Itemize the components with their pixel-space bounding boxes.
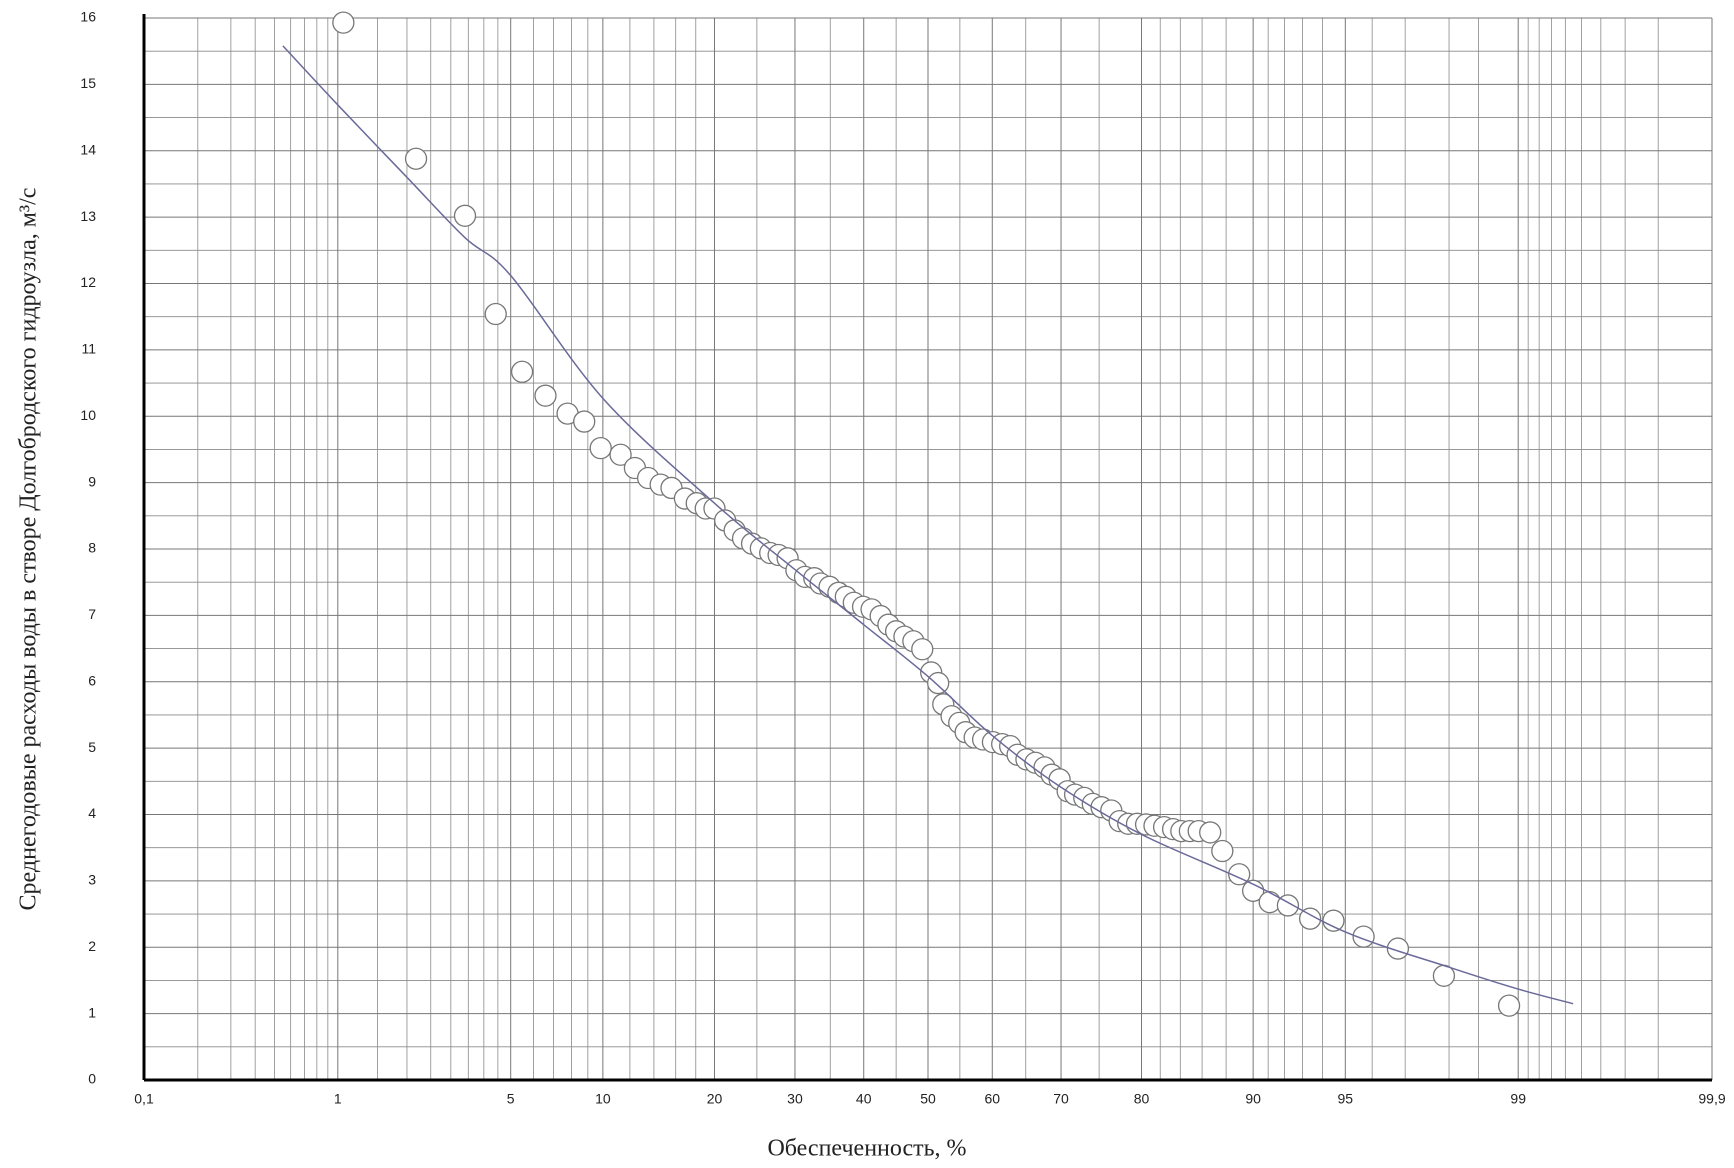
y-tick-label: 2 xyxy=(88,938,96,954)
y-axis-title: Среднегодовые расходы воды в створе Долг… xyxy=(16,188,42,911)
data-point xyxy=(453,204,477,227)
y-tick-label: 6 xyxy=(88,672,96,688)
y-tick-label: 1 xyxy=(88,1004,96,1020)
data-point xyxy=(484,302,507,326)
x-tick-label: 90 xyxy=(1245,1091,1261,1107)
x-tick-label: 95 xyxy=(1338,1091,1354,1107)
y-tick-label: 3 xyxy=(88,872,96,888)
y-tick-label: 13 xyxy=(80,208,96,224)
data-point xyxy=(510,360,534,383)
data-point xyxy=(927,671,950,695)
fit-curve xyxy=(282,45,1574,1005)
data-point xyxy=(1497,994,1521,1017)
y-tick-label: 7 xyxy=(88,606,96,622)
data-point xyxy=(1258,890,1281,914)
x-tick-label: 80 xyxy=(1134,1091,1150,1107)
y-tick-label: 16 xyxy=(80,9,96,25)
data-point xyxy=(911,638,934,661)
x-tick-label: 30 xyxy=(787,1091,803,1107)
x-tick-label: 1 xyxy=(334,1091,342,1107)
x-tick-label: 99 xyxy=(1510,1091,1526,1107)
data-point xyxy=(404,147,428,170)
y-tick-label: 11 xyxy=(81,341,96,357)
y-tick-label: 8 xyxy=(88,540,96,556)
data-point xyxy=(1211,839,1234,863)
data-point xyxy=(1352,925,1375,948)
y-tick-label: 15 xyxy=(80,75,96,91)
data-point xyxy=(534,384,557,407)
x-tick-label: 50 xyxy=(920,1091,936,1107)
x-tick-label: 99,9 xyxy=(1698,1091,1725,1107)
x-tick-label: 0,1 xyxy=(134,1091,154,1107)
x-tick-label: 5 xyxy=(507,1091,515,1107)
y-tick-label: 9 xyxy=(88,473,96,489)
data-point xyxy=(332,11,355,34)
data-point xyxy=(1322,909,1345,932)
y-tick-label: 10 xyxy=(80,407,96,423)
data-point xyxy=(1241,879,1265,902)
x-tick-label: 10 xyxy=(595,1091,611,1107)
x-tick-label: 60 xyxy=(984,1091,1000,1107)
y-tick-label: 4 xyxy=(88,805,96,821)
data-point xyxy=(573,410,596,433)
x-axis-title: Обеспеченность, % xyxy=(767,1136,966,1162)
y-tick-label: 0 xyxy=(88,1071,96,1087)
y-tick-label: 14 xyxy=(80,141,96,157)
x-tick-label: 70 xyxy=(1053,1091,1069,1107)
x-tick-label: 40 xyxy=(856,1091,872,1107)
y-tick-label: 12 xyxy=(80,274,96,290)
data-point xyxy=(589,436,612,460)
data-point xyxy=(609,443,632,466)
y-tick-label: 5 xyxy=(88,739,96,755)
x-tick-label: 20 xyxy=(707,1091,723,1107)
data-point xyxy=(1386,937,1410,960)
data-point xyxy=(1298,907,1322,930)
data-point xyxy=(1199,821,1222,844)
